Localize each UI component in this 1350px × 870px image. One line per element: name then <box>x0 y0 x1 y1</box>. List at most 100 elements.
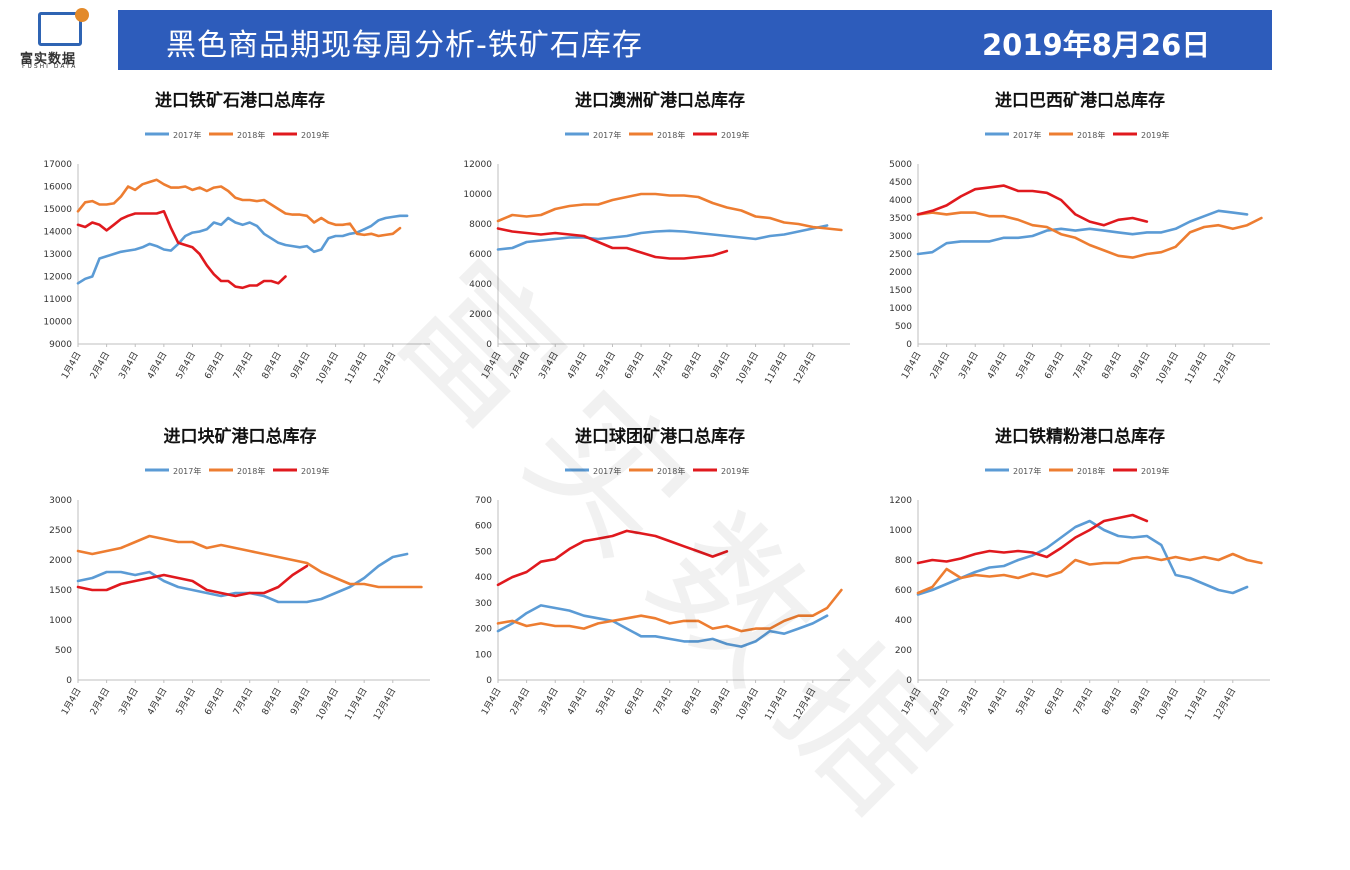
chart-title: 进口铁精粉港口总库存 <box>995 426 1165 447</box>
legend-label: 2017年 <box>593 466 621 476</box>
chart-lump-ore-inventory: 进口块矿港口总库存 2017年 2018年 2019年 0 500 1000 1500 2000… <box>49 426 430 722</box>
series-line-2017年 <box>496 604 829 648</box>
y-tick-label: 3500 <box>889 214 912 224</box>
chart-australia-ore-inventory: 进口澳洲矿港口总库存 2017年 2018年 2019年 0 2000 4000 6000 80… <box>463 90 850 386</box>
x-tick-label: 5月4日 <box>594 350 618 381</box>
x-tick-label: 1月4日 <box>899 686 923 717</box>
y-tick-label: 0 <box>486 676 492 686</box>
x-tick-label: 10月4日 <box>1154 686 1181 722</box>
x-tick-label: 8月4日 <box>680 350 704 381</box>
x-tick-label: 12月4日 <box>1211 350 1238 386</box>
x-tick-label: 6月4日 <box>622 350 646 381</box>
x-tick-label: 10月4日 <box>1154 350 1181 386</box>
y-tick-label: 1000 <box>889 526 912 536</box>
legend-label: 2017年 <box>593 130 621 140</box>
x-tick-label: 4月4日 <box>565 686 589 717</box>
x-tick-label: 1月4日 <box>59 686 83 717</box>
y-tick-label: 5000 <box>889 160 912 170</box>
x-tick-label: 5月4日 <box>1014 350 1038 381</box>
y-tick-label: 15000 <box>43 205 72 215</box>
y-tick-label: 2000 <box>889 268 912 278</box>
x-tick-label: 7月4日 <box>651 686 675 717</box>
x-tick-label: 4月4日 <box>565 350 589 381</box>
x-tick-label: 1月4日 <box>479 686 503 717</box>
y-tick-label: 10000 <box>43 318 72 328</box>
y-tick-label: 3000 <box>889 232 912 242</box>
y-tick-label: 200 <box>475 625 492 635</box>
x-tick-label: 5月4日 <box>594 686 618 717</box>
y-tick-label: 2000 <box>469 310 492 320</box>
y-tick-label: 8000 <box>469 220 492 230</box>
logo-subtext: FUSHI DATA <box>22 63 78 70</box>
y-tick-label: 700 <box>475 496 492 506</box>
y-tick-label: 100 <box>475 650 492 660</box>
series-line-2017年 <box>76 552 409 604</box>
y-tick-label: 13000 <box>43 250 72 260</box>
y-tick-label: 4000 <box>469 280 492 290</box>
series-line-2018年 <box>496 192 843 232</box>
y-tick-label: 400 <box>895 616 912 626</box>
series-line-2018年 <box>76 178 402 238</box>
x-tick-label: 4月4日 <box>145 686 169 717</box>
legend-label: 2018年 <box>1077 466 1105 476</box>
x-tick-label: 1月4日 <box>479 350 503 381</box>
y-tick-label: 0 <box>906 676 912 686</box>
series-line-2019年 <box>76 210 287 290</box>
y-tick-label: 200 <box>895 646 912 656</box>
legend-label: 2018年 <box>657 466 685 476</box>
y-tick-label: 500 <box>55 646 72 656</box>
y-tick-label: 14000 <box>43 228 72 238</box>
y-tick-label: 1500 <box>49 586 72 596</box>
y-tick-label: 600 <box>895 586 912 596</box>
title-banner: 黑色商品期现每周分析-铁矿石库存 2019年8月26日 <box>118 10 1272 70</box>
x-tick-label: 10月4日 <box>314 350 341 386</box>
y-tick-label: 1000 <box>889 304 912 314</box>
legend-label: 2017年 <box>1013 466 1041 476</box>
x-tick-label: 9月4日 <box>708 686 732 717</box>
x-tick-label: 9月4日 <box>288 350 312 381</box>
x-tick-label: 12月4日 <box>371 686 398 722</box>
legend-label: 2019年 <box>721 130 749 140</box>
x-tick-label: 12月4日 <box>371 350 398 386</box>
x-tick-label: 9月4日 <box>708 350 732 381</box>
x-tick-label: 11月4日 <box>1183 686 1210 722</box>
x-tick-label: 4月4日 <box>985 686 1009 717</box>
x-tick-label: 10月4日 <box>314 686 341 722</box>
y-tick-label: 2500 <box>49 526 72 536</box>
x-tick-label: 2月4日 <box>508 686 532 717</box>
chart-title: 进口铁矿石港口总库存 <box>155 90 325 111</box>
y-tick-label: 12000 <box>43 273 72 283</box>
x-tick-label: 5月4日 <box>1014 686 1038 717</box>
series-line-2017年 <box>916 209 1249 256</box>
chart-area: 进口铁矿石港口总库存 2017年 2018年 2019年 9000 10000 11000 1… <box>30 82 1326 742</box>
y-tick-label: 400 <box>475 573 492 583</box>
y-tick-label: 12000 <box>463 160 492 170</box>
x-tick-label: 4月4日 <box>985 350 1009 381</box>
y-tick-label: 2000 <box>49 556 72 566</box>
x-tick-label: 3月4日 <box>957 686 981 717</box>
legend-label: 2019年 <box>301 130 329 140</box>
x-tick-label: 10月4日 <box>734 686 761 722</box>
y-tick-label: 600 <box>475 522 492 532</box>
x-tick-label: 6月4日 <box>202 350 226 381</box>
x-tick-label: 8月4日 <box>1100 686 1124 717</box>
y-tick-label: 1200 <box>889 496 912 506</box>
x-tick-label: 11月4日 <box>343 350 370 386</box>
series-line-2018年 <box>76 534 423 589</box>
y-tick-label: 1000 <box>49 616 72 626</box>
legend-label: 2019年 <box>1141 466 1169 476</box>
x-tick-label: 11月4日 <box>763 686 790 722</box>
y-tick-label: 0 <box>66 676 72 686</box>
y-tick-label: 0 <box>906 340 912 350</box>
y-tick-label: 0 <box>486 340 492 350</box>
series-line-2019年 <box>496 227 729 260</box>
x-tick-label: 8月4日 <box>1100 350 1124 381</box>
series-line-2017年 <box>916 519 1249 596</box>
x-tick-label: 7月4日 <box>231 686 255 717</box>
x-tick-label: 2月4日 <box>88 686 112 717</box>
legend-label: 2018年 <box>657 130 685 140</box>
report-date: 2019年8月26日 <box>982 28 1211 62</box>
x-tick-label: 3月4日 <box>117 686 141 717</box>
y-tick-label: 9000 <box>49 340 72 350</box>
logo-mark-icon <box>38 8 89 46</box>
